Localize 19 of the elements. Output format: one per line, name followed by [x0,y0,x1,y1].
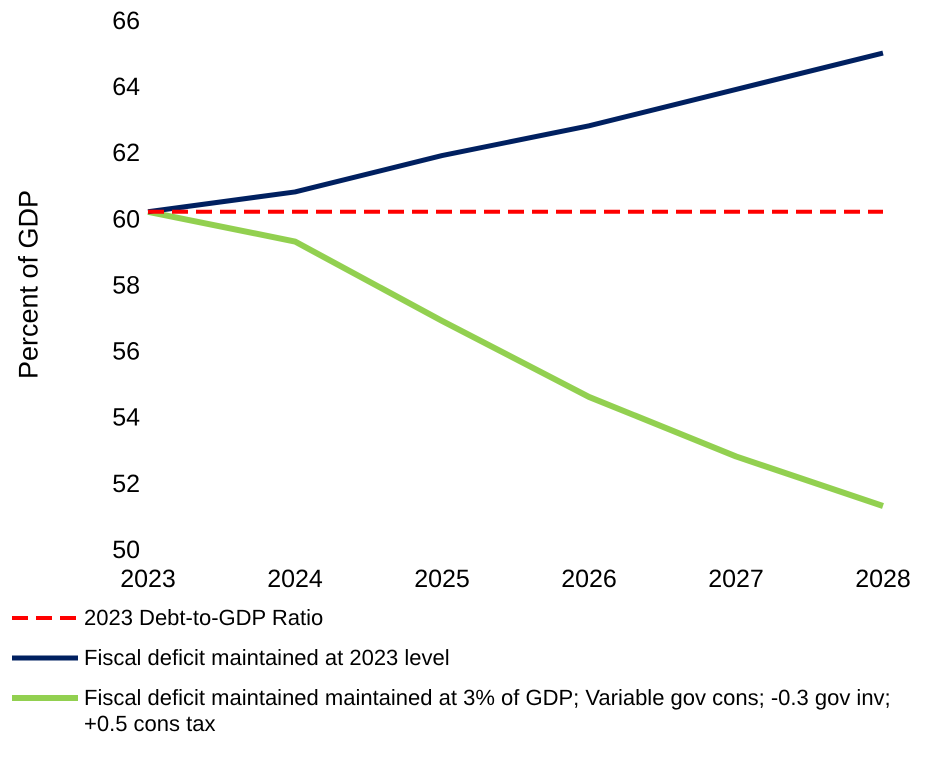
x-tick-label: 2024 [267,564,323,593]
y-tick-label: 58 [112,271,140,300]
x-tick-label: 2028 [855,564,911,593]
y-tick-label: 62 [112,139,140,168]
y-tick-label: 54 [112,404,140,432]
y-tick-label: 56 [112,338,140,366]
legend-label: Fiscal deficit maintained maintained at 3% of GDP; Variable gov cons; -0.3 gov inv; +0.5 cons tax [84,685,892,737]
y-tick-label: 64 [112,73,140,101]
y-axis-title: Percent of GDP [14,190,44,380]
y-tick-label: 66 [112,6,140,35]
legend-label: Fiscal deficit maintained at 2023 level [84,645,451,671]
x-tick-label: 2026 [561,564,617,593]
x-tick-label: 2027 [708,564,764,593]
x-tick-label: 2023 [120,564,176,593]
x-tick-label: 2025 [414,564,470,593]
legend-label: 2023 Debt-to-GDP Ratio [84,605,324,631]
y-tick-label: 60 [112,205,140,234]
y-tick-label: 50 [112,536,140,564]
y-tick-label: 52 [112,470,140,498]
